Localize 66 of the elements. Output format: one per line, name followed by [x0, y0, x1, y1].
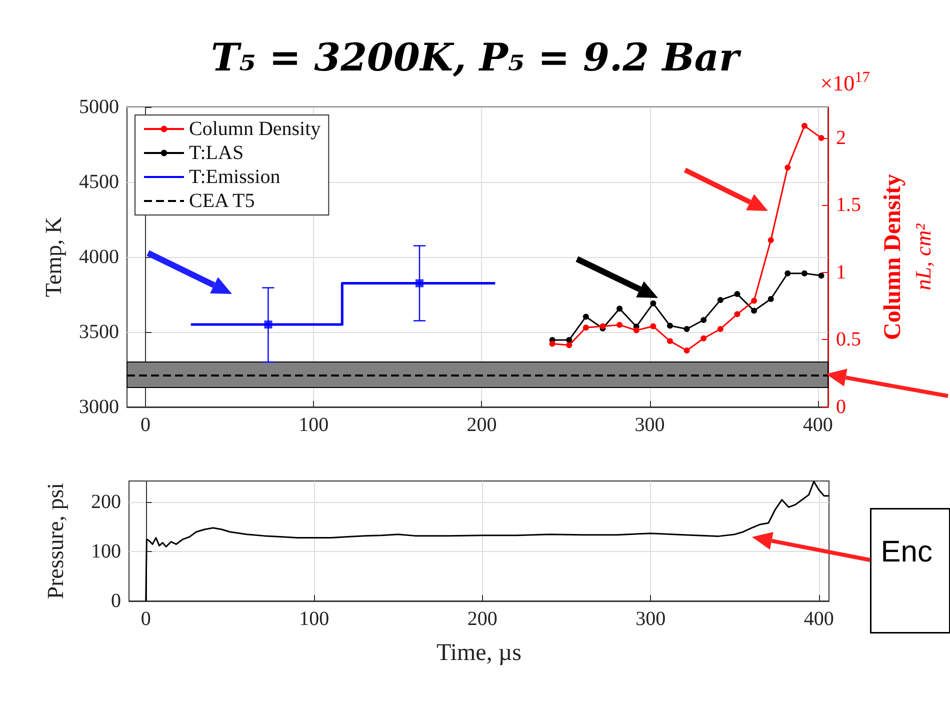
x-tick-label: 300 — [634, 414, 665, 436]
chart-title: T₅ = 3200K, P₅ = 9.2 Bar — [210, 34, 742, 80]
legend-label: Column Density — [189, 118, 321, 140]
point — [801, 122, 808, 129]
point — [650, 323, 656, 330]
point — [717, 297, 724, 304]
x-tick-label: 400 — [804, 608, 834, 630]
point — [784, 270, 791, 276]
x-tick-label: 400 — [802, 414, 833, 436]
x-tick-label: 100 — [298, 414, 329, 436]
y-tick-label: 100 — [91, 540, 121, 563]
text: Enc — [880, 535, 932, 568]
point — [666, 322, 673, 329]
y2-tick-label: 2 — [836, 126, 846, 149]
x-tick-label: 300 — [636, 608, 666, 630]
point — [818, 272, 824, 279]
point — [684, 348, 690, 354]
x-tick-label: 200 — [467, 608, 498, 630]
point — [582, 324, 589, 331]
point — [616, 306, 623, 312]
point — [818, 134, 824, 141]
y-tick-label: 5000 — [79, 96, 119, 118]
x-tick-label: 0 — [140, 414, 150, 436]
legend-label: T:Emission — [189, 166, 280, 188]
y2-tick-label: 1 — [836, 261, 846, 284]
point — [734, 291, 740, 298]
point — [700, 335, 707, 342]
y-tick-label: 4000 — [79, 246, 119, 268]
point — [566, 336, 572, 343]
point — [666, 338, 673, 344]
point — [717, 326, 724, 332]
x-tick-label: 200 — [466, 414, 497, 436]
x-tick-label: 100 — [299, 608, 330, 630]
legend-label: CEA T5 — [189, 190, 255, 212]
point — [751, 298, 758, 304]
point — [650, 300, 656, 306]
y-tick-label: 3500 — [79, 321, 119, 343]
y-tick-label: 3000 — [79, 396, 119, 418]
point — [768, 237, 774, 244]
x-tick-label: 0 — [140, 608, 151, 630]
point — [700, 317, 707, 323]
point — [801, 270, 808, 276]
point — [566, 342, 572, 348]
point — [616, 322, 623, 328]
x-axis-title: Time, µs — [436, 640, 522, 666]
point — [549, 340, 556, 347]
y2-tick-label: 0.5 — [836, 328, 861, 351]
y2-axis-title: Column Density nL, cm² — [880, 174, 936, 340]
point — [768, 296, 774, 302]
legend-label: T:LAS — [189, 142, 244, 164]
point — [751, 308, 758, 314]
y2-tick-label: 0 — [836, 396, 846, 418]
point — [734, 311, 740, 318]
y-tick-label: 200 — [91, 491, 121, 514]
point — [264, 320, 272, 328]
point — [633, 327, 640, 334]
y-tick-label: 4500 — [79, 171, 119, 193]
point — [582, 314, 589, 320]
y-tick-label: 0 — [111, 590, 121, 612]
y-axis-title: Pressure, psi — [43, 482, 68, 600]
point — [416, 279, 424, 288]
point — [784, 164, 791, 171]
y2-tick-label: 1.5 — [836, 194, 861, 216]
line-series — [145, 480, 830, 602]
y-axis-title: Temp, K — [41, 216, 66, 298]
point — [684, 326, 690, 332]
